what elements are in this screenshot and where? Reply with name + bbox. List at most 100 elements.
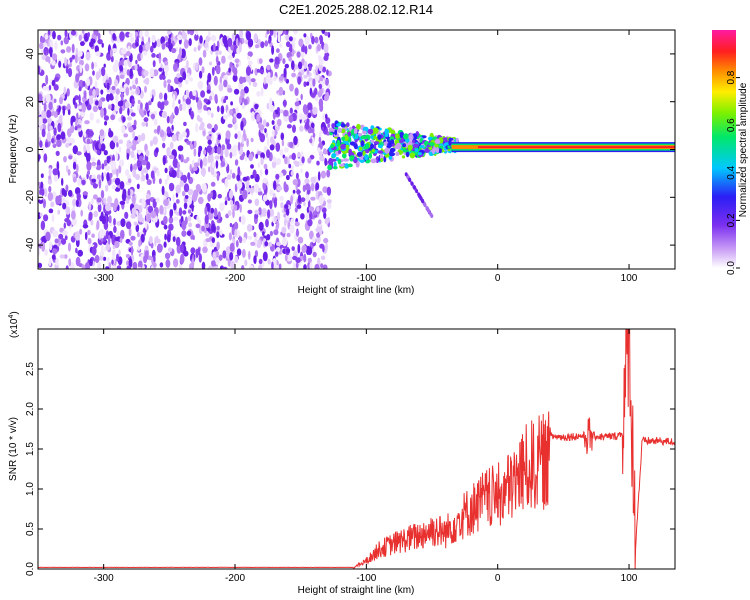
colorbar-label: Normalized spectral amplitude — [738, 82, 749, 217]
noise-cell — [40, 37, 46, 44]
signal-cell — [434, 144, 439, 148]
noise-cell — [188, 77, 194, 82]
noise-cell — [232, 144, 239, 152]
signal-cell — [365, 143, 370, 149]
signal-cell — [395, 142, 402, 150]
signal-cell — [341, 136, 345, 141]
noise-cell — [146, 179, 152, 186]
noise-cell — [246, 187, 251, 193]
noise-cell — [269, 144, 275, 151]
noise-cell — [262, 181, 267, 191]
noise-cell — [322, 264, 328, 269]
noise-cell — [235, 106, 239, 115]
noise-cell — [185, 79, 189, 85]
noise-cell — [86, 78, 90, 87]
noise-cell — [245, 179, 250, 188]
noise-cell — [192, 89, 197, 97]
noise-cell — [176, 73, 181, 78]
signal-cell — [358, 146, 363, 151]
noise-cell — [75, 256, 81, 267]
signal-cell — [448, 137, 454, 141]
noise-cell — [235, 240, 239, 248]
noise-cell — [53, 127, 57, 136]
noise-cell — [312, 236, 316, 244]
noise-cell — [219, 229, 223, 236]
noise-cell — [183, 39, 189, 49]
noise-cell — [234, 255, 239, 264]
snr-scale-label: (x104) — [8, 311, 20, 338]
noise-cell — [63, 86, 67, 96]
signal-cell — [371, 149, 375, 153]
noise-cell — [38, 198, 44, 204]
noise-cell — [309, 210, 313, 221]
noise-cell — [241, 265, 245, 269]
noise-cell — [145, 102, 149, 112]
noise-cell — [222, 35, 228, 45]
x-tick-label: -300 — [94, 573, 114, 584]
noise-cell — [294, 101, 300, 107]
noise-cell — [55, 258, 59, 266]
noise-cell — [288, 114, 294, 123]
noise-cell — [223, 98, 227, 104]
colorbar-tick-label: 0.6 — [726, 118, 737, 132]
signal-cell — [403, 133, 409, 140]
noise-cell — [111, 160, 117, 170]
noise-cell — [119, 181, 125, 190]
noise-cell — [119, 200, 126, 205]
noise-cell — [310, 196, 316, 201]
noise-cell — [137, 99, 141, 105]
noise-cell — [264, 168, 269, 176]
x-tick-label: -200 — [225, 273, 245, 284]
noise-cell — [224, 200, 228, 206]
noise-cell — [282, 154, 285, 159]
noise-cell — [325, 78, 329, 86]
noise-cell — [187, 188, 194, 196]
signal-cell — [336, 139, 341, 147]
noise-cell — [266, 30, 270, 35]
noise-cell — [90, 38, 95, 44]
noise-cell — [125, 86, 130, 96]
noise-cell — [111, 184, 117, 190]
noise-cell — [227, 37, 233, 48]
noise-cell — [256, 90, 261, 97]
noise-cell — [211, 223, 216, 232]
spectrogram-y-label: Frequency (Hz) — [8, 115, 19, 184]
noise-cell — [52, 30, 56, 40]
noise-cell — [247, 235, 253, 240]
noise-cell — [100, 66, 106, 77]
noise-cell — [307, 246, 313, 256]
noise-cell — [94, 45, 100, 53]
noise-cell — [89, 258, 93, 267]
noise-cell — [77, 118, 82, 124]
noise-cell — [249, 187, 255, 194]
noise-cell — [314, 94, 319, 102]
noise-cell — [277, 30, 283, 35]
noise-cell — [306, 81, 310, 86]
noise-cell — [38, 116, 43, 127]
noise-cell — [224, 178, 229, 188]
noise-cell — [239, 155, 245, 161]
noise-cell — [109, 140, 116, 150]
noise-cell — [183, 183, 190, 193]
noise-cell — [197, 80, 204, 90]
noise-cell — [164, 167, 168, 174]
noise-cell — [319, 76, 324, 82]
noise-cell — [96, 150, 101, 155]
noise-cell — [92, 88, 96, 99]
noise-cell — [47, 117, 52, 124]
signal-cell — [370, 139, 375, 143]
noise-cell — [91, 246, 97, 256]
noise-cell — [114, 198, 119, 208]
signal-cell — [339, 163, 345, 167]
noise-cell — [97, 261, 102, 269]
noise-cell — [57, 122, 62, 133]
noise-cell — [61, 177, 64, 186]
noise-cell — [262, 251, 268, 262]
noise-cell — [98, 178, 102, 189]
noise-cell — [69, 62, 72, 68]
noise-cell — [205, 232, 210, 237]
noise-cell — [70, 30, 77, 36]
noise-cell — [292, 262, 297, 269]
signal-cell — [448, 139, 452, 146]
noise-cell — [162, 142, 166, 149]
